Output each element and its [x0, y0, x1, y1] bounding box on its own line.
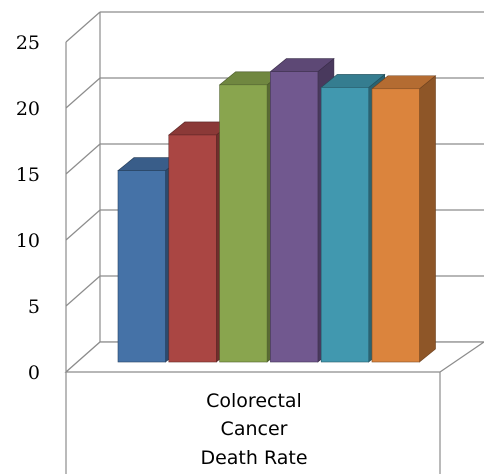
y-tick-label-20: 20: [16, 98, 40, 120]
bar-6-side: [419, 75, 436, 363]
bar-2-front: [168, 134, 217, 363]
bar-3-front: [219, 84, 268, 363]
bar-6: [371, 75, 437, 363]
side-gridline-20: [65, 77, 101, 109]
y-tick-label-25: 25: [16, 32, 40, 54]
y-tick-label-0: 0: [28, 362, 40, 384]
side-gridline-25: [65, 11, 101, 43]
category-label-line-1: Colorectal: [206, 390, 302, 412]
bar-1: [117, 156, 183, 363]
y-tick-label-5: 5: [28, 296, 40, 318]
category-label-line-3: Death Rate: [200, 447, 307, 469]
bar-series-group: [117, 57, 437, 363]
bar-5-front: [320, 87, 370, 363]
side-gridline-10: [65, 209, 101, 241]
y-tick-label-15: 15: [16, 164, 40, 186]
side-gridline-15: [65, 143, 101, 175]
bar-1-front: [117, 170, 166, 363]
y-axis: 0 5 10 15 20 25: [16, 32, 40, 384]
y-tick-label-10: 10: [16, 230, 40, 252]
x-axis: Colorectal Cancer Death Rate: [200, 390, 307, 469]
bar-6-front: [371, 88, 420, 363]
category-label-line-2: Cancer: [221, 418, 288, 440]
side-gridline-5: [65, 275, 101, 307]
bar-4-front: [270, 71, 319, 363]
